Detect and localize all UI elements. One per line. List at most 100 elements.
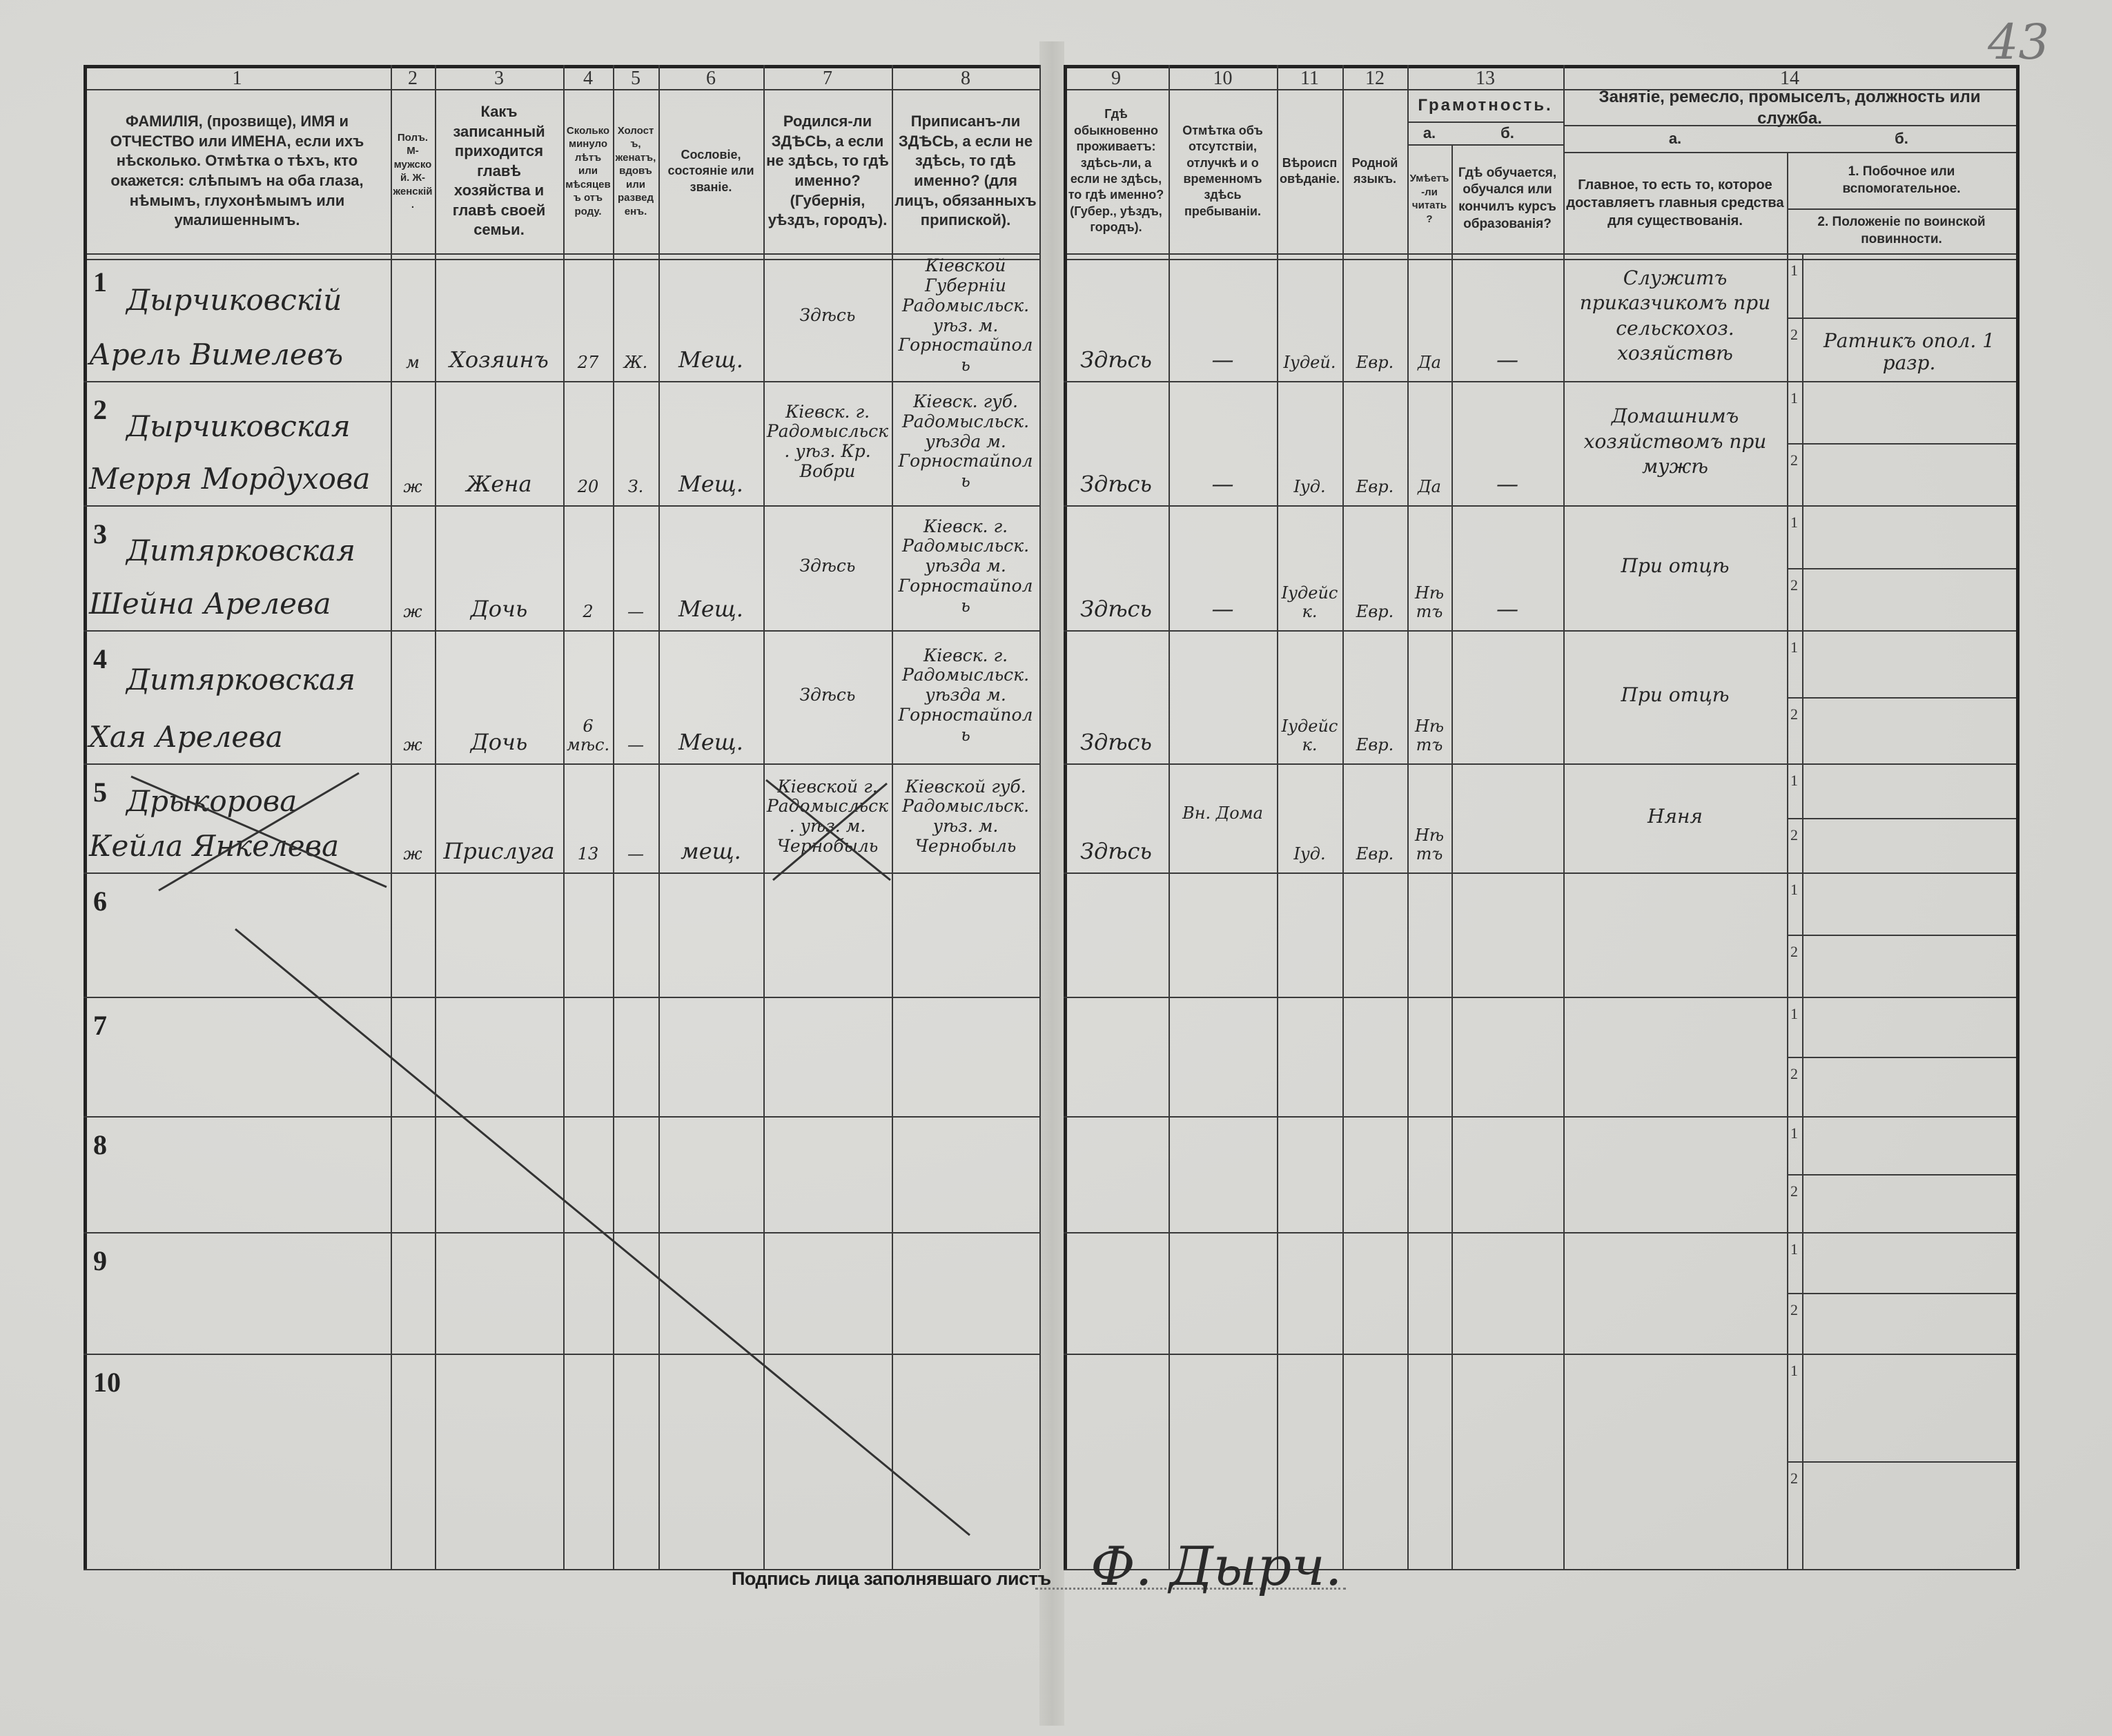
entry-marital: —	[627, 602, 644, 622]
entry-sex: ж	[403, 477, 422, 497]
entry-residence: Здѣсь	[1080, 596, 1152, 623]
table-rule	[1064, 872, 2016, 874]
surname: Дитярковская	[126, 663, 355, 697]
column-header: Вѣроисповѣданіе.	[1279, 155, 1340, 186]
entry-relation: Дочь	[470, 596, 528, 623]
row-number: 5	[93, 777, 107, 808]
subrow-number: 1	[1790, 772, 1798, 789]
entry-age: 2	[583, 602, 594, 622]
cross-out-line	[772, 782, 888, 881]
table-rule	[658, 65, 660, 1569]
table-rule	[84, 253, 1039, 255]
subrow-number: 1	[1790, 1240, 1798, 1258]
table-rule	[1064, 1116, 2016, 1118]
column-header: 1. Побочное или вспомогательное.	[1842, 164, 1961, 196]
table-rule	[1802, 253, 1803, 1569]
table-rule	[84, 65, 87, 1569]
entry-language: Евр.	[1356, 844, 1394, 864]
subrow-number: 2	[1790, 1470, 1798, 1487]
entry-age: 13	[577, 844, 599, 864]
subrow-number: 2	[1790, 943, 1798, 960]
column-number: 14	[1780, 68, 1799, 89]
entry-birthplace: Кіевск. г. Радомысльск. уѣз. Кр. Вобри	[766, 401, 889, 481]
table-rule	[1787, 818, 2016, 819]
row-number: 10	[93, 1367, 121, 1398]
table-rule	[84, 763, 1039, 765]
table-rule	[1787, 1057, 2016, 1058]
table-rule	[84, 1116, 1039, 1118]
table-rule	[1787, 152, 1788, 1569]
table-rule	[1563, 152, 2016, 153]
signature-line	[1035, 1588, 1346, 1591]
entry-absence: Вн. Дома	[1182, 803, 1263, 823]
table-rule	[1451, 144, 1453, 1569]
column-subheader: а.	[1668, 129, 1682, 147]
table-rule	[1064, 1354, 2016, 1355]
subrow-number: 2	[1790, 326, 1798, 343]
subrow-number: 1	[1790, 1005, 1798, 1022]
table-rule	[391, 65, 392, 1569]
entry-birthplace: Здѣсь	[799, 685, 856, 705]
entry-language: Евр.	[1356, 353, 1394, 373]
subrow-number: 2	[1790, 1301, 1798, 1318]
column-number: 5	[631, 68, 641, 89]
table-rule	[1787, 1293, 2016, 1294]
subrow-number: 2	[1790, 1182, 1798, 1200]
entry-language: Евр.	[1356, 602, 1394, 622]
column-number: 6	[706, 68, 716, 89]
entry-relation: Хозяинъ	[449, 347, 549, 373]
subrow-number: 2	[1790, 451, 1798, 469]
entry-estate: Мещ.	[678, 471, 743, 498]
surname: Дырчиковская	[126, 409, 351, 443]
surname: Дырчиковскій	[126, 283, 342, 318]
entry-literate: Да	[1418, 353, 1441, 373]
column-header: ФАМИЛІЯ, (прозвище), ИМЯ и ОТЧЕСТВО или …	[110, 113, 364, 229]
entry-registered: Кіевск. губ. Радомысльск. уѣзда м. Горно…	[898, 391, 1033, 491]
entry-sex: ж	[403, 735, 422, 755]
entry-relation: Жена	[466, 471, 532, 498]
table-rule	[84, 872, 1039, 874]
subrow-number: 1	[1790, 638, 1798, 656]
cross-out-line	[158, 772, 360, 892]
column-number: 13	[1476, 68, 1495, 89]
table-rule	[84, 505, 1039, 507]
column-header: Полъ. М-мужской. Ж-женскій.	[393, 131, 433, 211]
table-rule	[613, 65, 614, 1569]
column-number: 2	[408, 68, 418, 89]
column-subheader: а.	[1422, 124, 1436, 142]
table-rule	[84, 1354, 1039, 1355]
entry-registered: Кіевской Губерніи Радомысльск. уѣз. м. Г…	[898, 255, 1033, 375]
table-rule	[1064, 630, 2016, 632]
entry-residence: Здѣсь	[1080, 838, 1152, 865]
entry-language: Евр.	[1356, 735, 1394, 755]
table-rule	[1064, 259, 2016, 260]
entry-relation: Прислуга	[443, 838, 555, 865]
column-subheader: б.	[1895, 129, 1908, 147]
entry-marital: З.	[627, 477, 644, 497]
column-number: 1	[232, 68, 242, 89]
entry-occupation-main: Няня	[1647, 804, 1703, 828]
table-rule	[1787, 568, 2016, 569]
table-rule	[1064, 505, 2016, 507]
entry-occupation-main: Домашнимъ хозяйствомъ при мужѣ	[1583, 404, 1767, 478]
entry-sex: ж	[403, 602, 422, 622]
entry-estate: Мещ.	[678, 347, 743, 373]
entry-absence: —	[1211, 596, 1234, 623]
column-number: 4	[583, 68, 593, 89]
entry-military: Ратникъ опол. 1 разр.	[1823, 329, 1995, 375]
subrow-number: 1	[1790, 389, 1798, 407]
table-rule	[563, 65, 565, 1569]
signature-label: Подпись лица заполнявшаго листъ	[732, 1568, 1051, 1589]
table-rule	[1064, 1232, 2016, 1233]
table-rule	[1787, 697, 2016, 699]
surname: Дитярковская	[126, 534, 355, 568]
column-header: Гдѣ обучается, обучался или кончилъ курс…	[1458, 165, 1557, 231]
table-rule	[84, 259, 1039, 260]
table-rule	[1039, 65, 1041, 1569]
table-rule	[84, 65, 1039, 68]
subrow-number: 1	[1790, 262, 1798, 279]
table-rule	[1064, 65, 2016, 68]
row-number: 8	[93, 1129, 107, 1160]
table-rule	[84, 1569, 1039, 1570]
